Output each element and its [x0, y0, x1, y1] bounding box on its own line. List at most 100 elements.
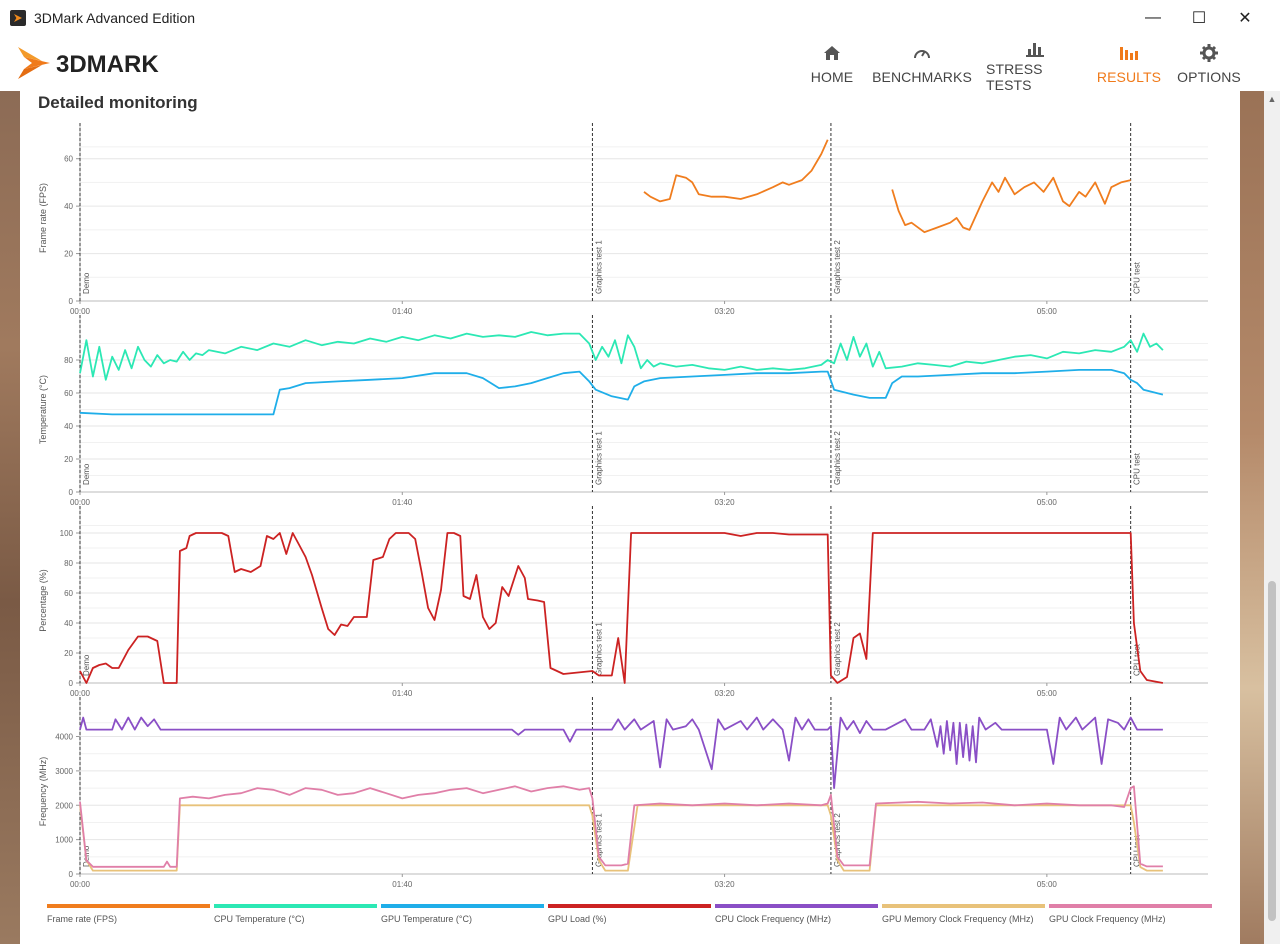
legend-swatch: [715, 904, 878, 908]
nav-options[interactable]: OPTIONS: [1176, 35, 1242, 91]
y-tick-label: 80: [64, 356, 73, 365]
app-header: 3DMARK HOME BENCHMARKS STRESS TESTS RESU…: [0, 35, 1280, 93]
series-line: [79, 785, 1163, 868]
y-tick-label: 60: [64, 155, 73, 164]
nav-results-label: RESULTS: [1096, 69, 1162, 85]
legend-label: GPU Temperature (°C): [381, 914, 472, 924]
nav-home-label: HOME: [810, 69, 854, 85]
legend-label: Frame rate (FPS): [47, 914, 117, 924]
x-tick-label: 03:20: [715, 307, 736, 316]
test-boundary-label: Graphics test 2: [833, 240, 842, 294]
nav-home[interactable]: HOME: [806, 35, 858, 91]
legend-label: GPU Load (%): [548, 914, 607, 924]
y-tick-label: 0: [69, 488, 74, 497]
gear-icon: [1200, 41, 1218, 65]
x-tick-label: 01:40: [392, 498, 413, 507]
vertical-scrollbar[interactable]: ▲: [1264, 91, 1280, 944]
legend-label: GPU Memory Clock Frequency (MHz): [882, 914, 1034, 924]
y-tick-label: 60: [64, 389, 73, 398]
logo-mark-icon: [18, 47, 50, 79]
test-boundary-label: Demo: [82, 654, 91, 676]
app-icon: [10, 10, 26, 26]
y-tick-label: 20: [64, 455, 73, 464]
test-boundary-label: CPU test: [1133, 261, 1142, 294]
series-line: [79, 331, 1164, 381]
y-tick-label: 2000: [55, 801, 73, 810]
background-left: [0, 91, 20, 944]
y-tick-label: 20: [64, 250, 73, 259]
test-boundary-label: Graphics test 1: [594, 240, 603, 294]
y-tick-label: 3000: [55, 767, 73, 776]
legend-label: GPU Clock Frequency (MHz): [1049, 914, 1166, 924]
y-axis-label: Percentage (%): [38, 569, 48, 632]
test-boundary-label: Graphics test 2: [833, 431, 842, 485]
legend-swatch: [214, 904, 377, 908]
x-tick-label: 00:00: [70, 498, 91, 507]
3dmark-logo[interactable]: 3DMARK: [16, 41, 206, 85]
maximize-button[interactable]: ☐: [1191, 9, 1207, 27]
legend-swatch: [381, 904, 544, 908]
y-tick-label: 0: [69, 870, 74, 879]
monitoring-charts: 0 20 40 60 Frame rate (FPS) 00:00 01:40 03:20 05…: [38, 123, 1212, 924]
x-tick-label: 01:40: [392, 880, 413, 889]
x-tick-label: 05:00: [1037, 689, 1058, 698]
y-tick-label: 40: [64, 202, 73, 211]
y-tick-label: 100: [60, 529, 74, 538]
x-tick-label: 01:40: [392, 689, 413, 698]
background-right: [1240, 91, 1264, 944]
window-title: 3DMark Advanced Edition: [34, 10, 196, 26]
test-boundary-label: CPU test: [1133, 452, 1142, 485]
series-line: [79, 716, 1163, 789]
x-tick-label: 00:00: [70, 307, 91, 316]
x-tick-label: 05:00: [1037, 498, 1058, 507]
legend-label: CPU Clock Frequency (MHz): [715, 914, 831, 924]
x-tick-label: 00:00: [70, 689, 91, 698]
test-boundary-label: CPU test: [1133, 643, 1142, 676]
home-icon: [823, 41, 841, 65]
y-tick-label: 40: [64, 619, 73, 628]
y-tick-label: 80: [64, 559, 73, 568]
y-axis-label: Temperature (°C): [38, 375, 48, 444]
x-tick-label: 05:00: [1037, 307, 1058, 316]
logo-text: 3DMARK: [56, 51, 159, 78]
x-tick-label: 03:20: [715, 689, 736, 698]
close-button[interactable]: ✕: [1238, 9, 1252, 27]
nav-results[interactable]: RESULTS: [1096, 35, 1162, 91]
nav-benchmarks[interactable]: BENCHMARKS: [872, 35, 972, 91]
y-axis-label: Frequency (MHz): [38, 757, 48, 827]
series-line: [891, 176, 1131, 234]
test-boundary-label: Demo: [82, 463, 91, 485]
scroll-up-icon[interactable]: ▲: [1267, 94, 1277, 104]
y-tick-label: 0: [69, 679, 74, 688]
y-tick-label: 20: [64, 649, 73, 658]
nav-options-label: OPTIONS: [1177, 69, 1241, 85]
test-boundary-label: Graphics test 2: [833, 622, 842, 676]
test-boundary-label: Graphics test 2: [833, 813, 842, 867]
y-axis-label: Frame rate (FPS): [38, 183, 48, 253]
test-boundary-label: Graphics test 1: [594, 431, 603, 485]
series-line: [79, 804, 1163, 872]
test-boundary-label: Graphics test 1: [594, 813, 603, 867]
x-tick-label: 00:00: [70, 880, 91, 889]
nav-stress-tests-label: STRESS TESTS: [986, 61, 1043, 93]
y-tick-label: 40: [64, 422, 73, 431]
series-line: [643, 139, 829, 203]
y-tick-label: 4000: [55, 733, 73, 742]
legend-swatch: [47, 904, 210, 908]
title-bar: 3DMark Advanced Edition — ☐ ✕: [0, 0, 1280, 35]
series-line: [79, 368, 1164, 416]
gauge-icon: [913, 41, 931, 65]
y-tick-label: 60: [64, 589, 73, 598]
section-title: Detailed monitoring: [38, 93, 198, 112]
test-boundary-label: Graphics test 1: [594, 622, 603, 676]
minimize-button[interactable]: —: [1145, 8, 1161, 26]
scroll-thumb[interactable]: [1268, 581, 1276, 921]
results-icon: [1119, 41, 1139, 65]
nav-stress-tests[interactable]: STRESS TESTS: [986, 35, 1084, 93]
x-tick-label: 01:40: [392, 307, 413, 316]
bars-icon: [1026, 41, 1044, 57]
test-boundary-label: Demo: [82, 272, 91, 294]
y-tick-label: 1000: [55, 836, 73, 845]
x-tick-label: 03:20: [715, 880, 736, 889]
series-line: [79, 532, 1164, 684]
